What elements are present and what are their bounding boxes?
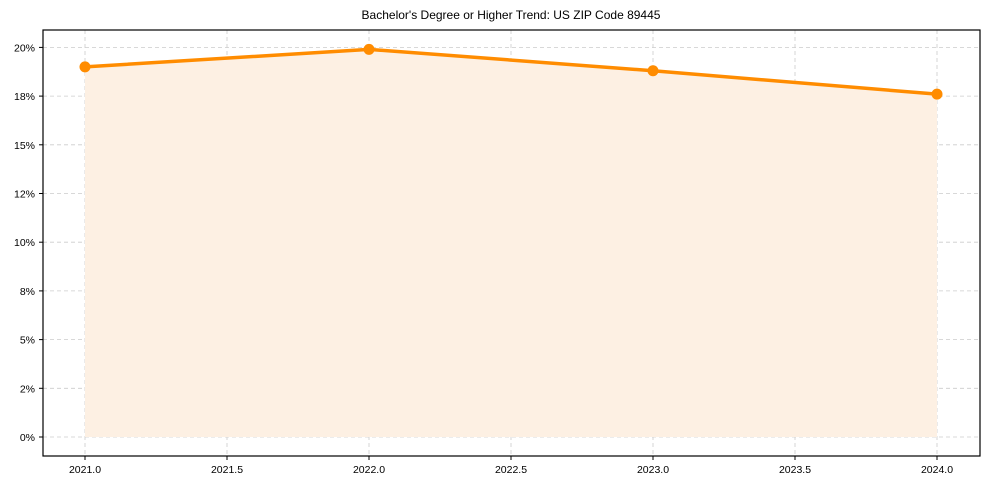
x-axis: 2021.0 2021.5 2022.0 2022.5 2023.0 2023.5 2024… xyxy=(69,456,953,476)
y-tick-label: 12% xyxy=(14,189,35,201)
x-tick-label: 2021.5 xyxy=(211,464,243,476)
data-point xyxy=(363,43,375,55)
data-points xyxy=(79,43,943,100)
area-fill xyxy=(85,49,937,438)
data-point xyxy=(931,88,943,100)
x-tick-label: 2022.0 xyxy=(353,464,385,476)
x-tick-label: 2024.0 xyxy=(921,464,953,476)
y-tick-label: 5% xyxy=(20,335,35,347)
data-point xyxy=(647,65,659,77)
chart-title: Bachelor's Degree or Higher Trend: US ZI… xyxy=(361,8,661,22)
x-tick-label: 2023.0 xyxy=(637,464,669,476)
y-tick-label: 15% xyxy=(14,140,35,152)
y-axis: 0% 2% 5% 8% 10% 12% 15% 18% 20% xyxy=(14,42,43,444)
x-tick-label: 2023.5 xyxy=(779,464,811,476)
data-line xyxy=(84,47,938,96)
y-tick-label: 0% xyxy=(20,432,35,444)
y-tick-label: 2% xyxy=(20,383,35,395)
y-tick-label: 20% xyxy=(14,42,35,54)
x-tick-label: 2021.0 xyxy=(69,464,101,476)
data-point xyxy=(79,61,91,73)
y-tick-label: 8% xyxy=(20,286,35,298)
x-tick-label: 2022.5 xyxy=(495,464,527,476)
y-tick-label: 10% xyxy=(14,237,35,249)
y-tick-label: 18% xyxy=(14,91,35,103)
